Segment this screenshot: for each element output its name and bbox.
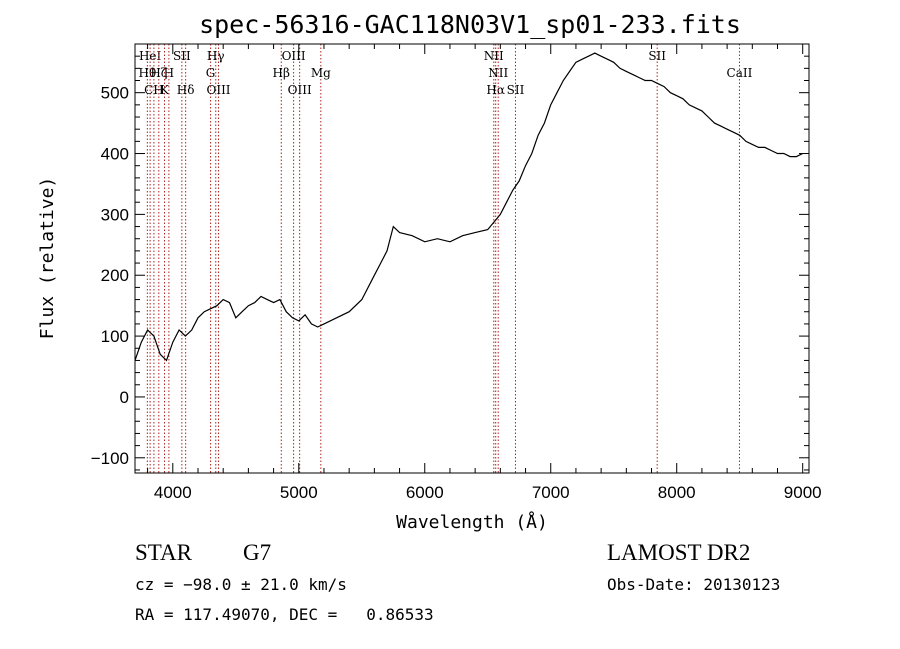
line-marker-label: G: [206, 66, 216, 80]
line-marker-label: Hγ: [207, 49, 225, 63]
x-axis-label: Wavelength (Å): [396, 511, 548, 533]
redshift-readout: cz = −98.0 ± 21.0 km/s: [135, 575, 347, 594]
line-marker-label: Hζ: [150, 66, 167, 80]
y-tick-label: 100: [101, 327, 129, 346]
y-tick-label: 500: [101, 84, 129, 103]
line-marker-label: SII: [507, 83, 525, 97]
line-marker-label: OIII: [206, 83, 230, 97]
x-tick-label: 5000: [280, 483, 318, 502]
spectrum-series-line: [134, 52, 803, 362]
line-marker-label: SII: [648, 49, 666, 63]
x-tick-label: 7000: [532, 483, 570, 502]
line-marker-label: NII: [484, 49, 504, 63]
y-tick-label: 200: [101, 266, 129, 285]
x-tick-label: 8000: [658, 483, 696, 502]
x-tick-label: 6000: [406, 483, 444, 502]
survey-name: LAMOST DR2: [607, 540, 751, 565]
y-tick-label: −100: [91, 449, 129, 468]
line-marker-label: H: [164, 66, 174, 80]
line-marker-label: Hδ: [177, 83, 195, 97]
spectral-line-markers: HθHeICHHζKHSIIHδGHγOIIIHβOIIIOIIIMgNIIHα…: [138, 44, 753, 473]
x-tick-label: 9000: [784, 483, 822, 502]
line-marker-label: K: [160, 83, 170, 97]
line-marker-label: Hα: [486, 83, 505, 97]
y-tick-label: 400: [101, 145, 129, 164]
y-axis-label: Flux (relative): [37, 177, 58, 340]
y-tick-label: 300: [101, 205, 129, 224]
observation-date: Obs-Date: 20130123: [607, 575, 781, 594]
y-tick-label: 0: [120, 388, 129, 407]
line-marker-label: OIII: [288, 83, 312, 97]
coordinates-readout: RA = 117.49070, DEC = 0.86533: [135, 605, 434, 624]
line-marker-label: OIII: [282, 49, 306, 63]
plot-area: [134, 52, 803, 362]
line-marker-label: HeI: [139, 49, 162, 63]
line-marker-label: Hβ: [273, 66, 290, 80]
x-tick-label: 4000: [154, 483, 192, 502]
line-marker-label: Hθ: [138, 66, 156, 80]
line-marker-label: Mg: [311, 66, 331, 80]
axes: 4000 5000 6000 7000 8000 9000 −100 0 100 200 300 40…: [91, 43, 822, 502]
line-marker-label: NII: [488, 66, 508, 80]
line-marker-label: CaII: [727, 66, 753, 80]
plot-frame: [134, 43, 810, 474]
spectral-subclass: G7: [243, 540, 272, 565]
chart-title: spec-56316-GAC118N03V1_sp01-233.fits: [199, 10, 741, 39]
line-marker-label: SII: [173, 49, 191, 63]
object-class: STAR: [135, 540, 192, 565]
